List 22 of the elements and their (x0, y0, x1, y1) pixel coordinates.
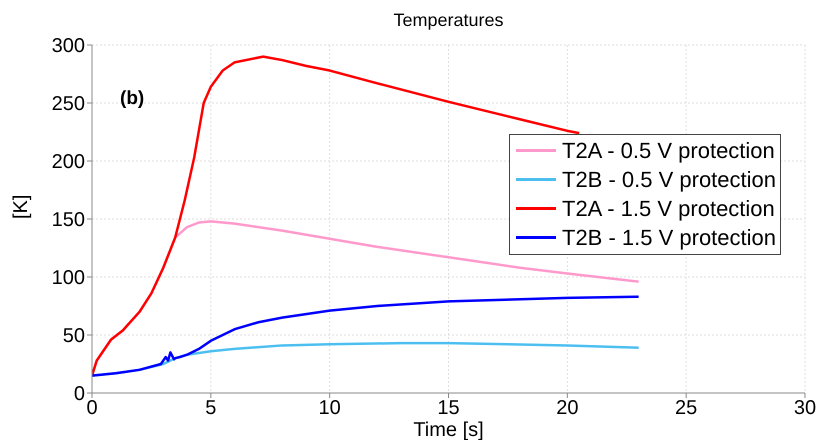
y-tick-label: 100 (52, 267, 85, 290)
y-tick-label: 0 (74, 383, 85, 406)
x-tick-label: 25 (675, 397, 698, 420)
x-tick-label: 30 (794, 397, 816, 420)
x-tick-label: 10 (318, 397, 341, 420)
x-axis-title: Time [s] (413, 419, 484, 441)
y-axis-title: [K] (10, 194, 32, 219)
y-tick-label: 200 (52, 151, 85, 174)
x-tick-label: 5 (205, 397, 216, 420)
line-series (92, 295, 640, 377)
annotation: (b) (120, 88, 144, 109)
chart-title: Temperatures (393, 10, 504, 30)
x-tick-label: 20 (556, 397, 578, 420)
x-tick-label: 15 (437, 397, 460, 420)
y-tick-label: 250 (52, 93, 85, 116)
legend-label: T2A - 1.5 V protection (562, 195, 775, 223)
y-tick-label: 150 (52, 209, 85, 232)
legend-label: T2A - 0.5 V protection (562, 137, 775, 165)
legend-label: T2B - 0.5 V protection (562, 166, 776, 194)
legend-label: T2B - 1.5 V protection (562, 224, 776, 252)
y-tick-label: 50 (62, 325, 85, 348)
y-tick-label: 300 (52, 35, 85, 58)
